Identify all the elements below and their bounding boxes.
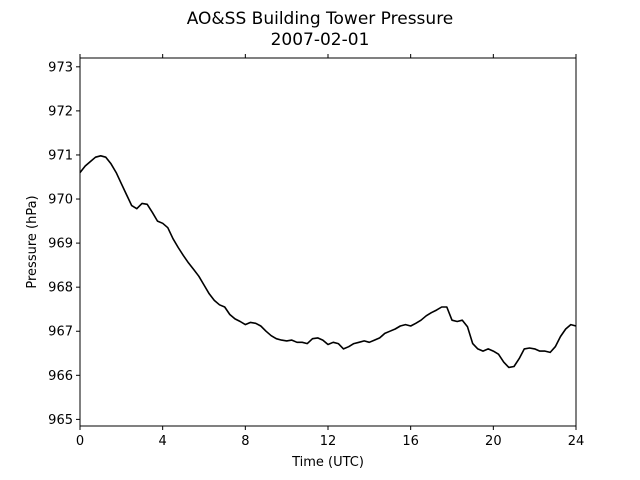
y-axis: 965 966 967 968 969 970 971 972 973 (48, 60, 80, 428)
chart-title: AO&SS Building Tower Pressure (187, 9, 454, 29)
x-tick-label: 24 (568, 434, 585, 449)
y-tick-label: 970 (48, 193, 73, 208)
y-tick-label: 965 (48, 413, 73, 428)
x-axis-label: Time (UTC) (291, 455, 364, 470)
y-tick-label: 972 (48, 104, 73, 119)
x-tick-label: 4 (159, 434, 167, 449)
chart-subtitle: 2007-02-01 (271, 30, 370, 50)
x-tick-label: 12 (320, 434, 337, 449)
x-tick-label: 0 (76, 434, 84, 449)
y-tick-label: 973 (48, 60, 73, 75)
y-tick-label: 966 (48, 369, 73, 384)
y-tick-label: 967 (48, 325, 73, 340)
y-tick-label: 971 (48, 148, 73, 163)
y-tick-label: 968 (48, 281, 73, 296)
x-tick-label: 20 (485, 434, 502, 449)
x-axis: 0 4 8 12 16 20 24 (76, 54, 584, 449)
y-tick-label: 969 (48, 237, 73, 252)
y-axis-label: Pressure (hPa) (25, 195, 40, 288)
plot-area: 0 4 8 12 16 20 24 965 966 967 968 969 970 971 972 973 (48, 54, 584, 449)
x-tick-label: 16 (402, 434, 419, 449)
x-tick-label: 8 (241, 434, 249, 449)
pressure-series-line (79, 155, 577, 369)
plot-frame (79, 57, 577, 427)
